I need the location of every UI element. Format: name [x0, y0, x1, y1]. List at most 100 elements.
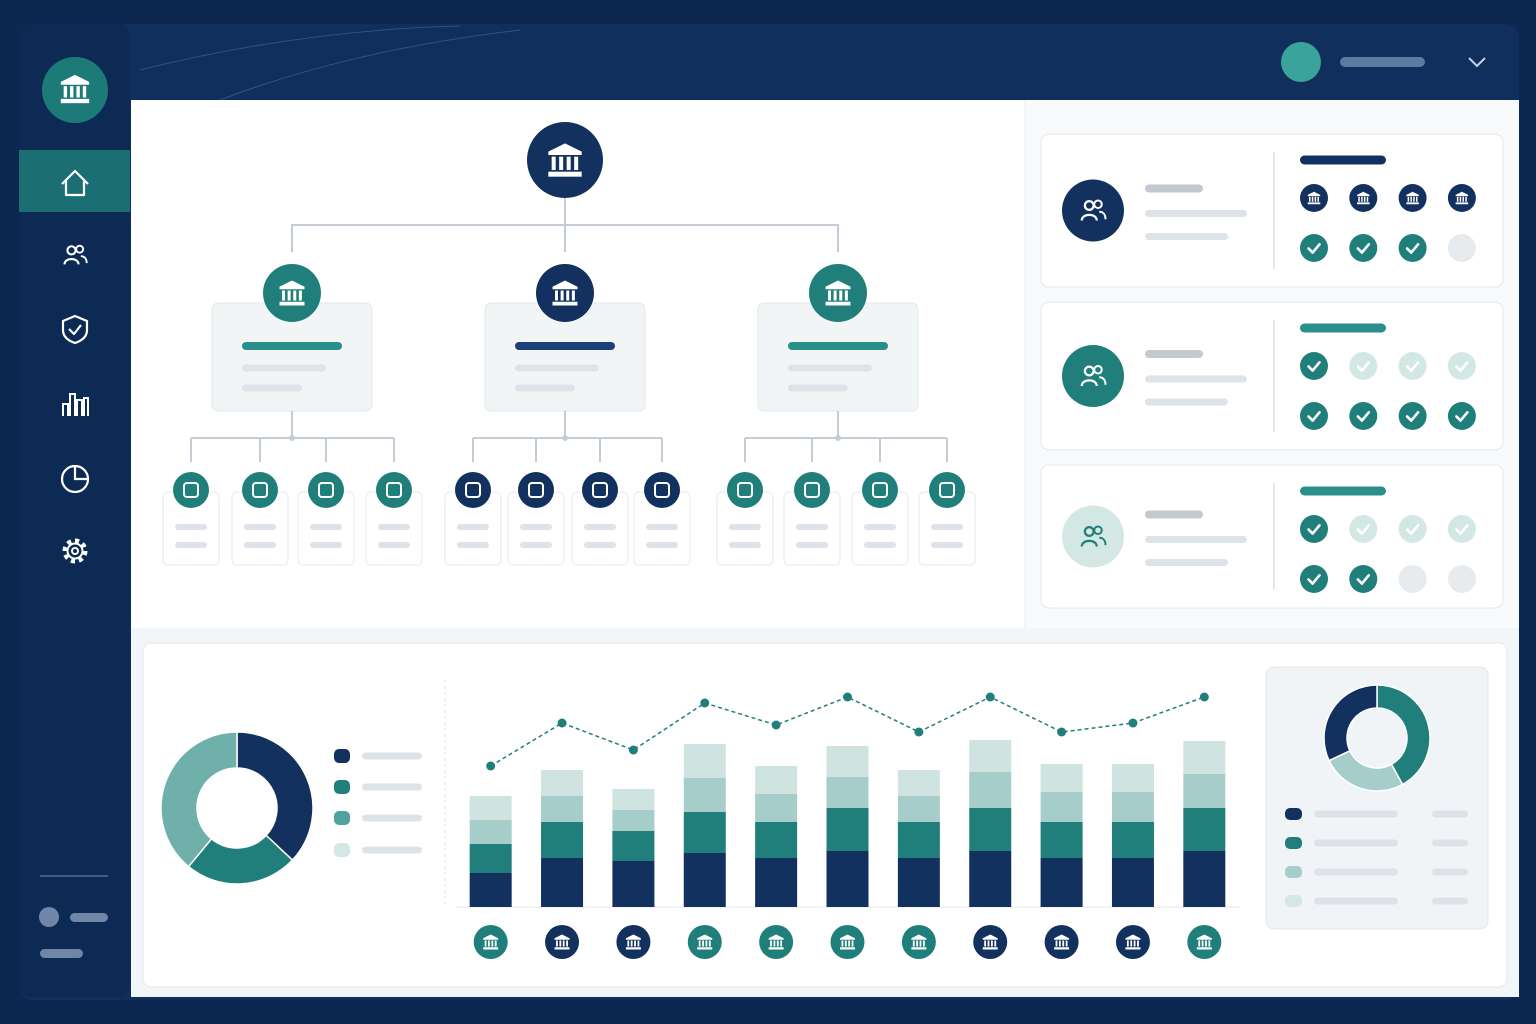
header-decor [139, 25, 461, 71]
org-root[interactable] [527, 122, 603, 198]
bar-segment [969, 772, 1012, 808]
leaf-icon [592, 482, 608, 498]
connector-dot [835, 435, 841, 441]
placeholder-bar [729, 542, 761, 548]
bar-segment [826, 746, 869, 777]
bar-segment [1183, 774, 1226, 808]
leaf-node[interactable] [173, 472, 209, 508]
placeholder-bar [244, 542, 276, 548]
placeholder-bar [242, 384, 302, 392]
bar-segment [683, 744, 726, 778]
status-indicator [1349, 352, 1378, 380]
placeholder-bar [310, 524, 342, 530]
leaf-node[interactable] [862, 472, 898, 508]
bar-segment [541, 770, 584, 796]
trend-point [914, 727, 924, 737]
bar-segment [469, 796, 512, 820]
trend-line [490, 696, 1205, 767]
status-card [1040, 133, 1504, 288]
donut-segment [1323, 684, 1378, 762]
org-node[interactable] [263, 264, 321, 322]
legend-swatch [1285, 895, 1302, 907]
leaf-node[interactable] [929, 472, 965, 508]
org-node[interactable] [536, 264, 594, 322]
placeholder-bar [864, 542, 896, 548]
placeholder-bar [1432, 839, 1468, 847]
placeholder-bar [1145, 350, 1203, 358]
placeholder-bar [1432, 810, 1468, 818]
placeholder-bar [1314, 897, 1398, 905]
bar-segment [469, 873, 512, 907]
placeholder-bar [457, 542, 489, 548]
leaf-node[interactable] [376, 472, 412, 508]
leaf-node[interactable] [727, 472, 763, 508]
placeholder-bar [175, 524, 207, 530]
leaf-icon [872, 482, 888, 498]
user-menu-chevron[interactable] [1468, 57, 1486, 68]
bar-segment [969, 740, 1012, 772]
placeholder-bar [1145, 536, 1247, 543]
nav-settings[interactable] [62, 538, 88, 564]
trend-point [1057, 727, 1067, 737]
legend-swatch [1285, 837, 1302, 849]
logo[interactable] [42, 57, 108, 123]
placeholder-bar [1145, 375, 1247, 383]
bar-segment [541, 796, 584, 822]
placeholder-bar [310, 542, 342, 548]
bar-segment [755, 794, 798, 822]
leaf-node[interactable] [518, 472, 554, 508]
category-icon [545, 925, 580, 959]
leaf-node[interactable] [308, 472, 344, 508]
org-node[interactable] [809, 264, 867, 322]
category-icon [901, 925, 936, 959]
category-icon [973, 925, 1008, 959]
status-heading [1300, 323, 1386, 333]
status-indicator [1398, 515, 1427, 543]
placeholder-bar [1145, 233, 1228, 240]
placeholder-bar [362, 814, 422, 822]
category-icon [1115, 925, 1150, 959]
category-icon [473, 925, 508, 959]
nav-security[interactable] [61, 314, 89, 345]
leaf-node[interactable] [794, 472, 830, 508]
placeholder-bar [796, 542, 828, 548]
status-heading [1300, 155, 1386, 165]
bar-segment [1040, 792, 1083, 822]
connector [744, 411, 948, 462]
placeholder-bar [378, 524, 410, 530]
status-card [1040, 301, 1504, 451]
leaf-node[interactable] [455, 472, 491, 508]
nav-analytics[interactable] [62, 393, 89, 416]
trend-point [486, 761, 496, 771]
status-indicator [1300, 515, 1328, 543]
bar-segment [683, 853, 726, 907]
placeholder-bar [362, 752, 422, 760]
profile-bar [70, 913, 108, 922]
nav-home-active[interactable] [19, 150, 130, 212]
placeholder-bar [646, 542, 678, 548]
user-avatar[interactable] [1281, 42, 1321, 82]
bar-segment [1111, 858, 1154, 907]
home-icon [61, 169, 89, 197]
trend-point [1128, 718, 1138, 728]
donut-segment [160, 731, 238, 868]
placeholder-bar [931, 524, 963, 530]
placeholder-bar [1145, 398, 1228, 406]
nav-reports[interactable] [60, 464, 90, 494]
donut-segment [1376, 684, 1431, 786]
leaf-node[interactable] [582, 472, 618, 508]
bar-segment [1111, 764, 1154, 792]
status-card [1040, 464, 1504, 609]
leaf-node[interactable] [242, 472, 278, 508]
bar-segment [612, 789, 655, 810]
legend-swatch [334, 749, 350, 763]
bar-segment [755, 858, 798, 907]
placeholder-bar [1145, 510, 1203, 519]
status-indicator [1447, 565, 1476, 593]
status-avatar [1062, 505, 1124, 568]
placeholder-bar [244, 524, 276, 530]
status-indicator [1300, 565, 1328, 593]
placeholder-bar [729, 524, 761, 530]
leaf-node[interactable] [644, 472, 680, 508]
sidebar [19, 24, 130, 997]
